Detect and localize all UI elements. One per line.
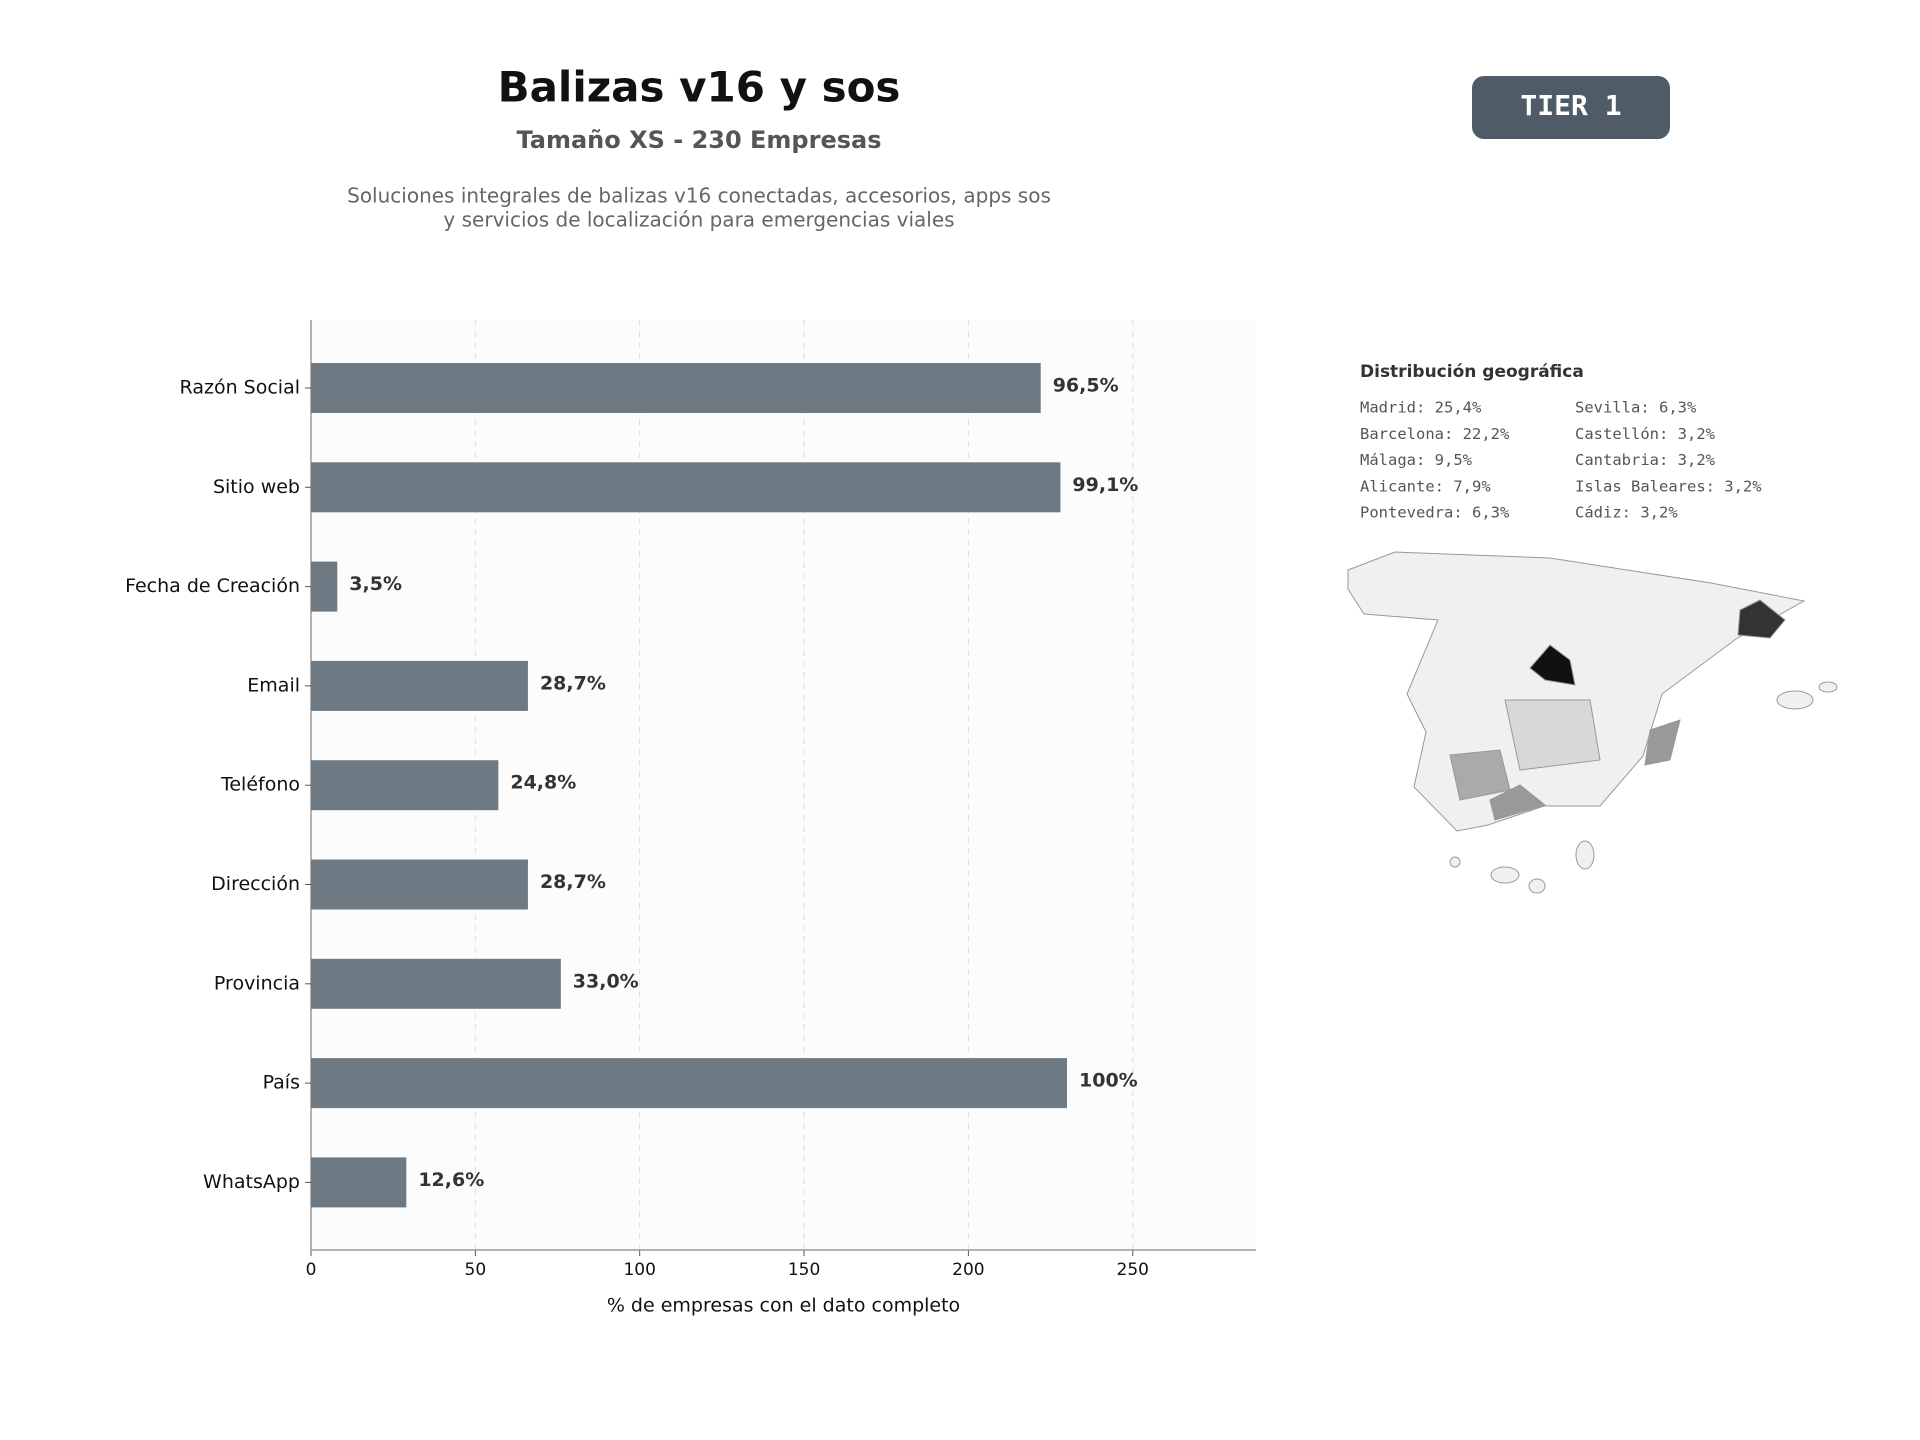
x-tick-label: 0 <box>306 1260 317 1280</box>
geo-item: Islas Baleares: 3,2% <box>1575 477 1762 495</box>
x-tick-label: 150 <box>788 1260 820 1280</box>
y-tick-label: Razón Social <box>180 377 300 399</box>
title: Balizas v16 y sos <box>498 63 901 112</box>
bar <box>311 760 499 811</box>
value-label: 99,1% <box>1072 474 1138 496</box>
value-label: 28,7% <box>540 672 606 694</box>
geo-item: Alicante: 7,9% <box>1360 477 1491 495</box>
geo-item: Málaga: 9,5% <box>1360 451 1473 469</box>
map-land <box>1347 551 1806 832</box>
geo-item: Madrid: 25,4% <box>1360 399 1482 417</box>
geo-item: Sevilla: 6,3% <box>1575 399 1697 417</box>
x-tick-label: 250 <box>1117 1260 1149 1280</box>
x-tick-label: 200 <box>952 1260 984 1280</box>
x-tick-label: 100 <box>623 1260 655 1280</box>
value-label: 3,5% <box>349 573 402 595</box>
value-label: 24,8% <box>510 772 576 794</box>
value-label: 33,0% <box>573 970 639 992</box>
map-region <box>1737 599 1786 639</box>
y-tick-label: Provincia <box>214 972 300 994</box>
badge-text: TIER 1 <box>1520 89 1621 122</box>
y-tick-label: País <box>263 1072 300 1094</box>
map-island <box>1490 866 1520 884</box>
y-tick-label: Fecha de Creación <box>125 575 300 597</box>
geo-item: Cantabria: 3,2% <box>1575 451 1716 469</box>
map-region <box>1529 644 1576 686</box>
x-tick-label: 50 <box>465 1260 487 1280</box>
value-label: 12,6% <box>418 1169 484 1191</box>
bar <box>311 660 528 711</box>
bar <box>311 859 528 910</box>
map-island <box>1528 878 1546 894</box>
y-tick-label: Email <box>247 674 300 696</box>
x-axis-label: % de empresas con el dato completo <box>607 1295 960 1317</box>
subtitle: Tamaño XS - 230 Empresas <box>517 126 882 154</box>
geo-title: Distribución geográfica <box>1360 362 1584 382</box>
map-island <box>1776 690 1814 710</box>
value-label: 28,7% <box>540 871 606 893</box>
map-region <box>1644 719 1681 766</box>
map-island <box>1575 840 1595 870</box>
bar <box>311 462 1061 513</box>
bar <box>311 1157 407 1208</box>
value-label: 96,5% <box>1053 375 1119 397</box>
description: Soluciones integrales de balizas v16 con… <box>347 184 1051 208</box>
map <box>1347 551 1838 894</box>
map-island <box>1818 681 1838 693</box>
bar <box>311 363 1041 413</box>
y-tick-label: Dirección <box>211 873 300 895</box>
y-tick-label: Teléfono <box>220 774 300 796</box>
map-island <box>1449 856 1461 868</box>
map-region <box>1489 784 1547 821</box>
y-tick-label: Sitio web <box>213 476 300 498</box>
map-region <box>1504 699 1601 771</box>
bar <box>311 561 338 612</box>
geo-item: Castellón: 3,2% <box>1575 425 1716 443</box>
description: y servicios de localización para emergen… <box>443 208 954 232</box>
value-label: 100% <box>1079 1070 1138 1092</box>
geo-item: Pontevedra: 6,3% <box>1360 504 1510 522</box>
geo-item: Cádiz: 3,2% <box>1575 504 1678 522</box>
badge <box>1472 76 1670 139</box>
y-tick-label: WhatsApp <box>203 1171 300 1193</box>
bar <box>311 1058 1067 1109</box>
geo-item: Barcelona: 22,2% <box>1360 425 1510 443</box>
bar <box>311 958 561 1009</box>
